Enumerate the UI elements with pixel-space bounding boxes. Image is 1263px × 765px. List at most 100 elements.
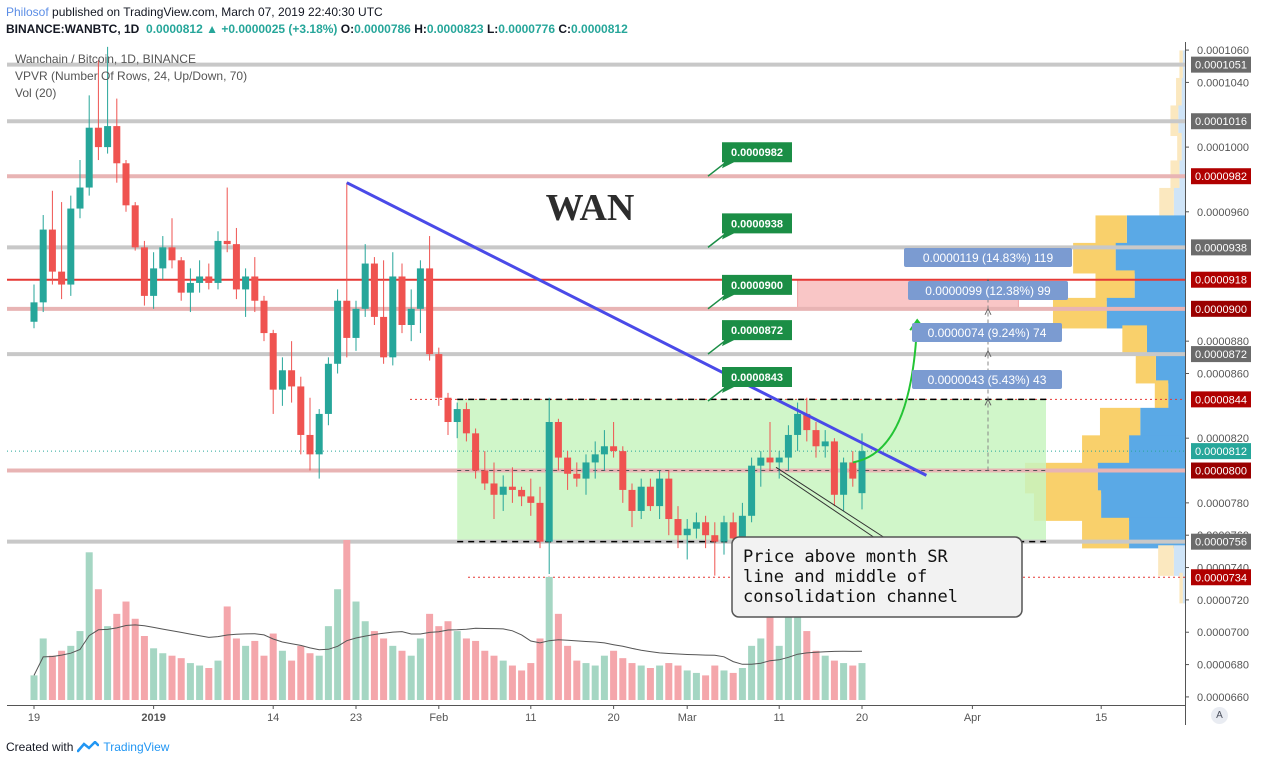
candle	[564, 451, 572, 490]
measure-label-bg	[904, 248, 1072, 267]
volume-bar	[637, 665, 645, 700]
measure-label: 0.0000043 (5.43%) 43	[928, 373, 1047, 387]
candle-body	[242, 276, 250, 290]
vpvr-up-bar	[1095, 270, 1135, 301]
legend-line: Wanchain / Bitcoin, 1D, BINANCE	[15, 52, 196, 66]
price-tick-label: 0.0000700	[1197, 627, 1249, 639]
candle-body	[288, 370, 296, 387]
callout-text: Price above month SR	[743, 547, 948, 567]
volume-bar	[140, 636, 148, 700]
volume-bar	[315, 655, 323, 700]
volume-bar	[784, 606, 792, 700]
price-label-bg	[1191, 462, 1251, 479]
volume-bar	[490, 655, 498, 700]
vpvr-down-bar	[1181, 77, 1185, 109]
candle	[288, 341, 296, 403]
candle-body	[214, 240, 222, 283]
candle-body	[444, 397, 452, 423]
candle-body	[150, 268, 158, 296]
candle-body	[462, 409, 470, 434]
volume-bar	[131, 618, 139, 700]
price-flag-label: 0.0000843	[731, 372, 783, 384]
triangle-up-icon: ▲	[206, 22, 218, 36]
volume-bar	[573, 660, 581, 700]
close-value: 0.0000812	[571, 22, 628, 36]
candle-body	[600, 446, 608, 455]
vpvr-up-bar	[1082, 517, 1130, 549]
volume-bar	[554, 613, 562, 700]
price-tick-label: 0.0000780	[1197, 498, 1249, 510]
candle-body	[637, 486, 645, 511]
volume-bar	[205, 668, 213, 700]
price-label-bg	[1191, 533, 1251, 550]
vpvr-up-bar	[1052, 297, 1107, 329]
candle-body	[48, 229, 56, 272]
tradingview-logo-icon	[77, 741, 100, 753]
price-label-bg	[1191, 239, 1251, 256]
volume-bar	[619, 658, 627, 700]
volume-bar	[462, 638, 470, 700]
candle	[196, 260, 204, 293]
time-tick-label: 19	[28, 712, 40, 724]
candle	[205, 263, 213, 290]
high-value: 0.0000823	[426, 22, 484, 36]
candle	[720, 515, 728, 555]
open-value: 0.0000786	[354, 22, 411, 36]
tradingview-brand[interactable]: TradingView	[103, 740, 170, 754]
candle	[380, 260, 388, 364]
vpvr-up-bar	[1135, 352, 1156, 384]
candle	[30, 284, 38, 329]
volume-bar	[361, 621, 369, 700]
candle	[518, 486, 526, 507]
volume-bar	[702, 675, 710, 700]
candle	[545, 397, 553, 575]
measure-label: 0.0000074 (9.24%) 74	[928, 326, 1047, 340]
vpvr-up-bar	[1176, 77, 1182, 109]
candle-body	[720, 522, 728, 542]
candle	[131, 202, 139, 251]
price-tick-label: 0.0000820	[1197, 433, 1249, 445]
candle	[67, 195, 75, 296]
volume-bar	[380, 638, 388, 700]
candle	[591, 441, 599, 479]
price-label-bg	[1191, 346, 1251, 363]
price-flag	[722, 366, 792, 393]
vpvr-down-bar	[1168, 380, 1185, 411]
candle-body	[646, 486, 654, 507]
volume-bar	[214, 660, 222, 700]
volume-bar	[39, 638, 47, 700]
price-label: 0.0000734	[1195, 572, 1247, 584]
candle	[775, 451, 783, 479]
candle	[416, 260, 424, 334]
candle-body	[196, 276, 204, 283]
candle-body	[518, 489, 526, 497]
volume-bar	[30, 675, 38, 700]
low-label: L:	[486, 22, 499, 36]
callout-pointer	[775, 466, 886, 539]
candle	[702, 515, 710, 549]
candle-body	[545, 422, 553, 542]
created-with-label: Created with	[6, 740, 74, 754]
volume-bar	[122, 601, 130, 700]
volume-bar	[398, 650, 406, 700]
candle-body	[67, 208, 75, 285]
price-label: 0.0000756	[1195, 537, 1247, 549]
candle-body	[748, 465, 756, 516]
candle-body	[223, 240, 231, 245]
measure-label-bg	[912, 370, 1062, 389]
volume-bar	[269, 633, 277, 700]
volume-bar	[444, 621, 452, 700]
price-label-bg	[1191, 271, 1251, 288]
candle-body	[30, 302, 38, 322]
time-tick-label: 2019	[141, 712, 165, 724]
author-link[interactable]: Philosof	[6, 5, 49, 19]
candle	[76, 160, 84, 219]
candle-body	[343, 300, 351, 338]
measure-arrowhead	[984, 349, 992, 358]
candle-body	[564, 457, 572, 474]
vpvr-down-bar	[1126, 215, 1185, 246]
legend-line: Vol (20)	[15, 86, 56, 100]
volume-bar	[748, 645, 756, 700]
auto-scale-button[interactable]: A	[1211, 707, 1228, 724]
